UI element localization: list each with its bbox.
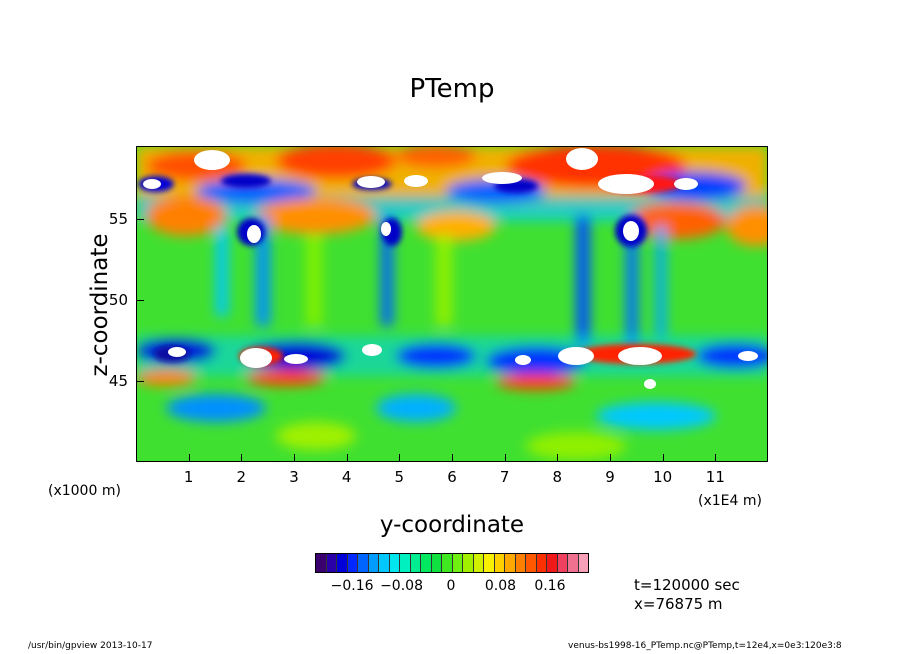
x-tick-mark xyxy=(346,454,348,462)
chart-title: PTemp xyxy=(409,74,495,104)
x-tick-mark xyxy=(241,454,243,462)
x-tick-label: 6 xyxy=(447,468,457,486)
colorbar-swatch xyxy=(557,554,568,572)
colorbar xyxy=(315,553,589,573)
time-info: t=120000 sec xyxy=(634,576,740,594)
colorbar-swatch xyxy=(452,554,463,572)
colorbar-swatch xyxy=(547,554,558,572)
position-info: x=76875 m xyxy=(634,595,723,613)
y-tick-mark xyxy=(136,218,144,220)
x-tick-mark xyxy=(294,454,295,462)
x-tick-mark xyxy=(662,454,664,462)
x-tick-label: 11 xyxy=(705,468,725,486)
colorbar-swatch xyxy=(337,554,348,572)
footer-source: venus-bs1998-16_PTemp.nc@PTemp,t=12e4,x=… xyxy=(568,641,842,651)
colorbar-tick-label: 0.16 xyxy=(534,578,566,594)
colorbar-swatch xyxy=(515,554,526,572)
colorbar-swatch xyxy=(400,554,411,572)
colorbar-swatch xyxy=(494,554,505,572)
y-tick-label: 55 xyxy=(108,209,128,228)
x-tick-mark xyxy=(452,454,453,462)
x-tick-mark xyxy=(188,454,190,462)
colorbar-swatch xyxy=(536,554,547,572)
colorbar-tick-label: 0 xyxy=(446,578,456,594)
heatmap-field xyxy=(136,146,768,462)
colorbar-swatch xyxy=(358,554,369,572)
colorbar-tick-label: 0.08 xyxy=(484,578,517,594)
colorbar-swatch xyxy=(442,554,453,572)
x-axis-label: y-coordinate xyxy=(379,512,525,538)
x-tick-label: 9 xyxy=(605,468,615,486)
colorbar-swatch xyxy=(578,554,588,572)
x-tick-mark xyxy=(557,454,559,462)
y-tick-label: 45 xyxy=(108,371,128,390)
colorbar-swatch xyxy=(421,554,432,572)
y-tick-mark xyxy=(136,380,144,382)
x-unit-right: (x1E4 m) xyxy=(698,493,762,509)
x-tick-label: 7 xyxy=(499,468,510,486)
x-tick-label: 1 xyxy=(183,468,194,486)
colorbar-tick-label: −0.16 xyxy=(330,578,374,594)
x-tick-mark xyxy=(399,454,401,462)
colorbar-swatch xyxy=(368,554,379,572)
colorbar-swatch xyxy=(484,554,495,572)
x-tick-mark xyxy=(610,454,611,462)
y-tick-label: 50 xyxy=(108,290,128,309)
colorbar-swatch xyxy=(526,554,537,572)
x-unit-left: (x1000 m) xyxy=(48,483,121,499)
y-axis-label: z-coordinate xyxy=(87,233,113,377)
x-tick-label: 8 xyxy=(552,468,563,486)
x-tick-label: 2 xyxy=(236,468,247,486)
x-tick-label: 3 xyxy=(289,468,299,486)
colorbar-tick-label: −0.08 xyxy=(380,578,423,594)
x-tick-label: 4 xyxy=(341,468,352,486)
footer-program: /usr/bin/gpview 2013-10-17 xyxy=(28,641,153,651)
x-tick-label: 5 xyxy=(394,468,405,486)
colorbar-swatch xyxy=(389,554,400,572)
colorbar-swatch xyxy=(431,554,442,572)
colorbar-swatch xyxy=(505,554,516,572)
colorbar-swatch xyxy=(316,554,327,572)
x-tick-mark xyxy=(715,454,717,462)
colorbar-swatch xyxy=(379,554,390,572)
colorbar-swatch xyxy=(568,554,579,572)
colorbar-swatch xyxy=(410,554,421,572)
plot-area xyxy=(136,146,768,462)
colorbar-swatch xyxy=(347,554,358,572)
colorbar-swatch xyxy=(326,554,337,572)
colorbar-swatch xyxy=(463,554,474,572)
colorbar-swatch xyxy=(473,554,484,572)
x-tick-label: 10 xyxy=(653,468,673,486)
x-tick-mark xyxy=(504,454,506,462)
y-tick-mark xyxy=(136,299,144,301)
